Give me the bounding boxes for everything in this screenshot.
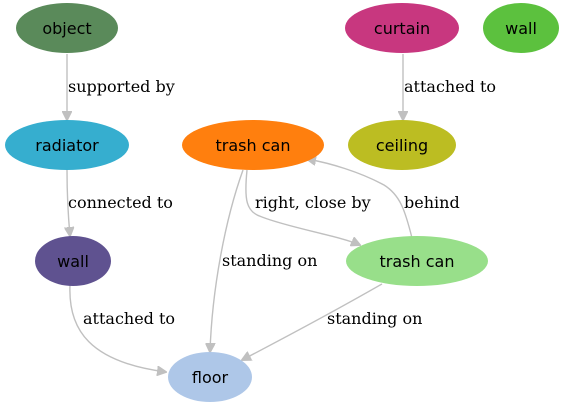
node-label: trash can bbox=[380, 252, 455, 271]
edge-label: standing on bbox=[327, 309, 422, 328]
node-label: wall bbox=[57, 252, 89, 271]
node-shape bbox=[168, 352, 252, 402]
node-shape bbox=[35, 236, 111, 286]
node-label: curtain bbox=[374, 19, 430, 38]
node-curtain[interactable]: curtain bbox=[345, 3, 459, 53]
edge-radiator-wall bbox=[67, 169, 70, 236]
node-radiator[interactable]: radiator bbox=[5, 120, 129, 170]
node-shape bbox=[5, 120, 129, 170]
edge-label: attached to bbox=[404, 77, 496, 96]
edge-label: connected to bbox=[68, 193, 173, 212]
edge-trashcan2-floor bbox=[242, 283, 383, 360]
node-label: object bbox=[42, 19, 91, 38]
edge-label: behind bbox=[404, 193, 460, 212]
nodes: object curtain wall radiator trash can c… bbox=[5, 3, 559, 402]
node-label: floor bbox=[192, 368, 229, 387]
edge-label: right, close by bbox=[255, 193, 371, 212]
node-label: radiator bbox=[35, 136, 99, 155]
edge-wall-floor bbox=[69, 284, 166, 372]
node-shape bbox=[346, 236, 488, 286]
node-ceiling[interactable]: ceiling bbox=[348, 120, 456, 170]
node-wall-mid[interactable]: wall bbox=[35, 236, 111, 286]
edge-label: supported by bbox=[68, 77, 175, 96]
node-wall-top[interactable]: wall bbox=[483, 3, 559, 53]
edge-labels: supported by attached to connected to at… bbox=[68, 77, 496, 328]
node-floor[interactable]: floor bbox=[168, 352, 252, 402]
node-shape bbox=[483, 3, 559, 53]
node-shape bbox=[348, 120, 456, 170]
node-shape bbox=[16, 3, 118, 53]
node-object[interactable]: object bbox=[16, 3, 118, 53]
node-trash-can-1[interactable]: trash can bbox=[182, 120, 324, 170]
node-label: trash can bbox=[216, 136, 291, 155]
edges bbox=[67, 54, 413, 372]
edge-trashcan1-floor bbox=[210, 169, 244, 352]
edge-label: standing on bbox=[222, 251, 317, 270]
node-label: wall bbox=[505, 19, 537, 38]
edge-trashcan2-trashcan1 bbox=[307, 159, 413, 239]
node-shape bbox=[182, 120, 324, 170]
node-trash-can-2[interactable]: trash can bbox=[346, 236, 488, 286]
edge-label: attached to bbox=[83, 309, 175, 328]
edge-trashcan1-trashcan2 bbox=[245, 169, 360, 245]
node-shape bbox=[345, 3, 459, 53]
node-label: ceiling bbox=[376, 136, 428, 155]
